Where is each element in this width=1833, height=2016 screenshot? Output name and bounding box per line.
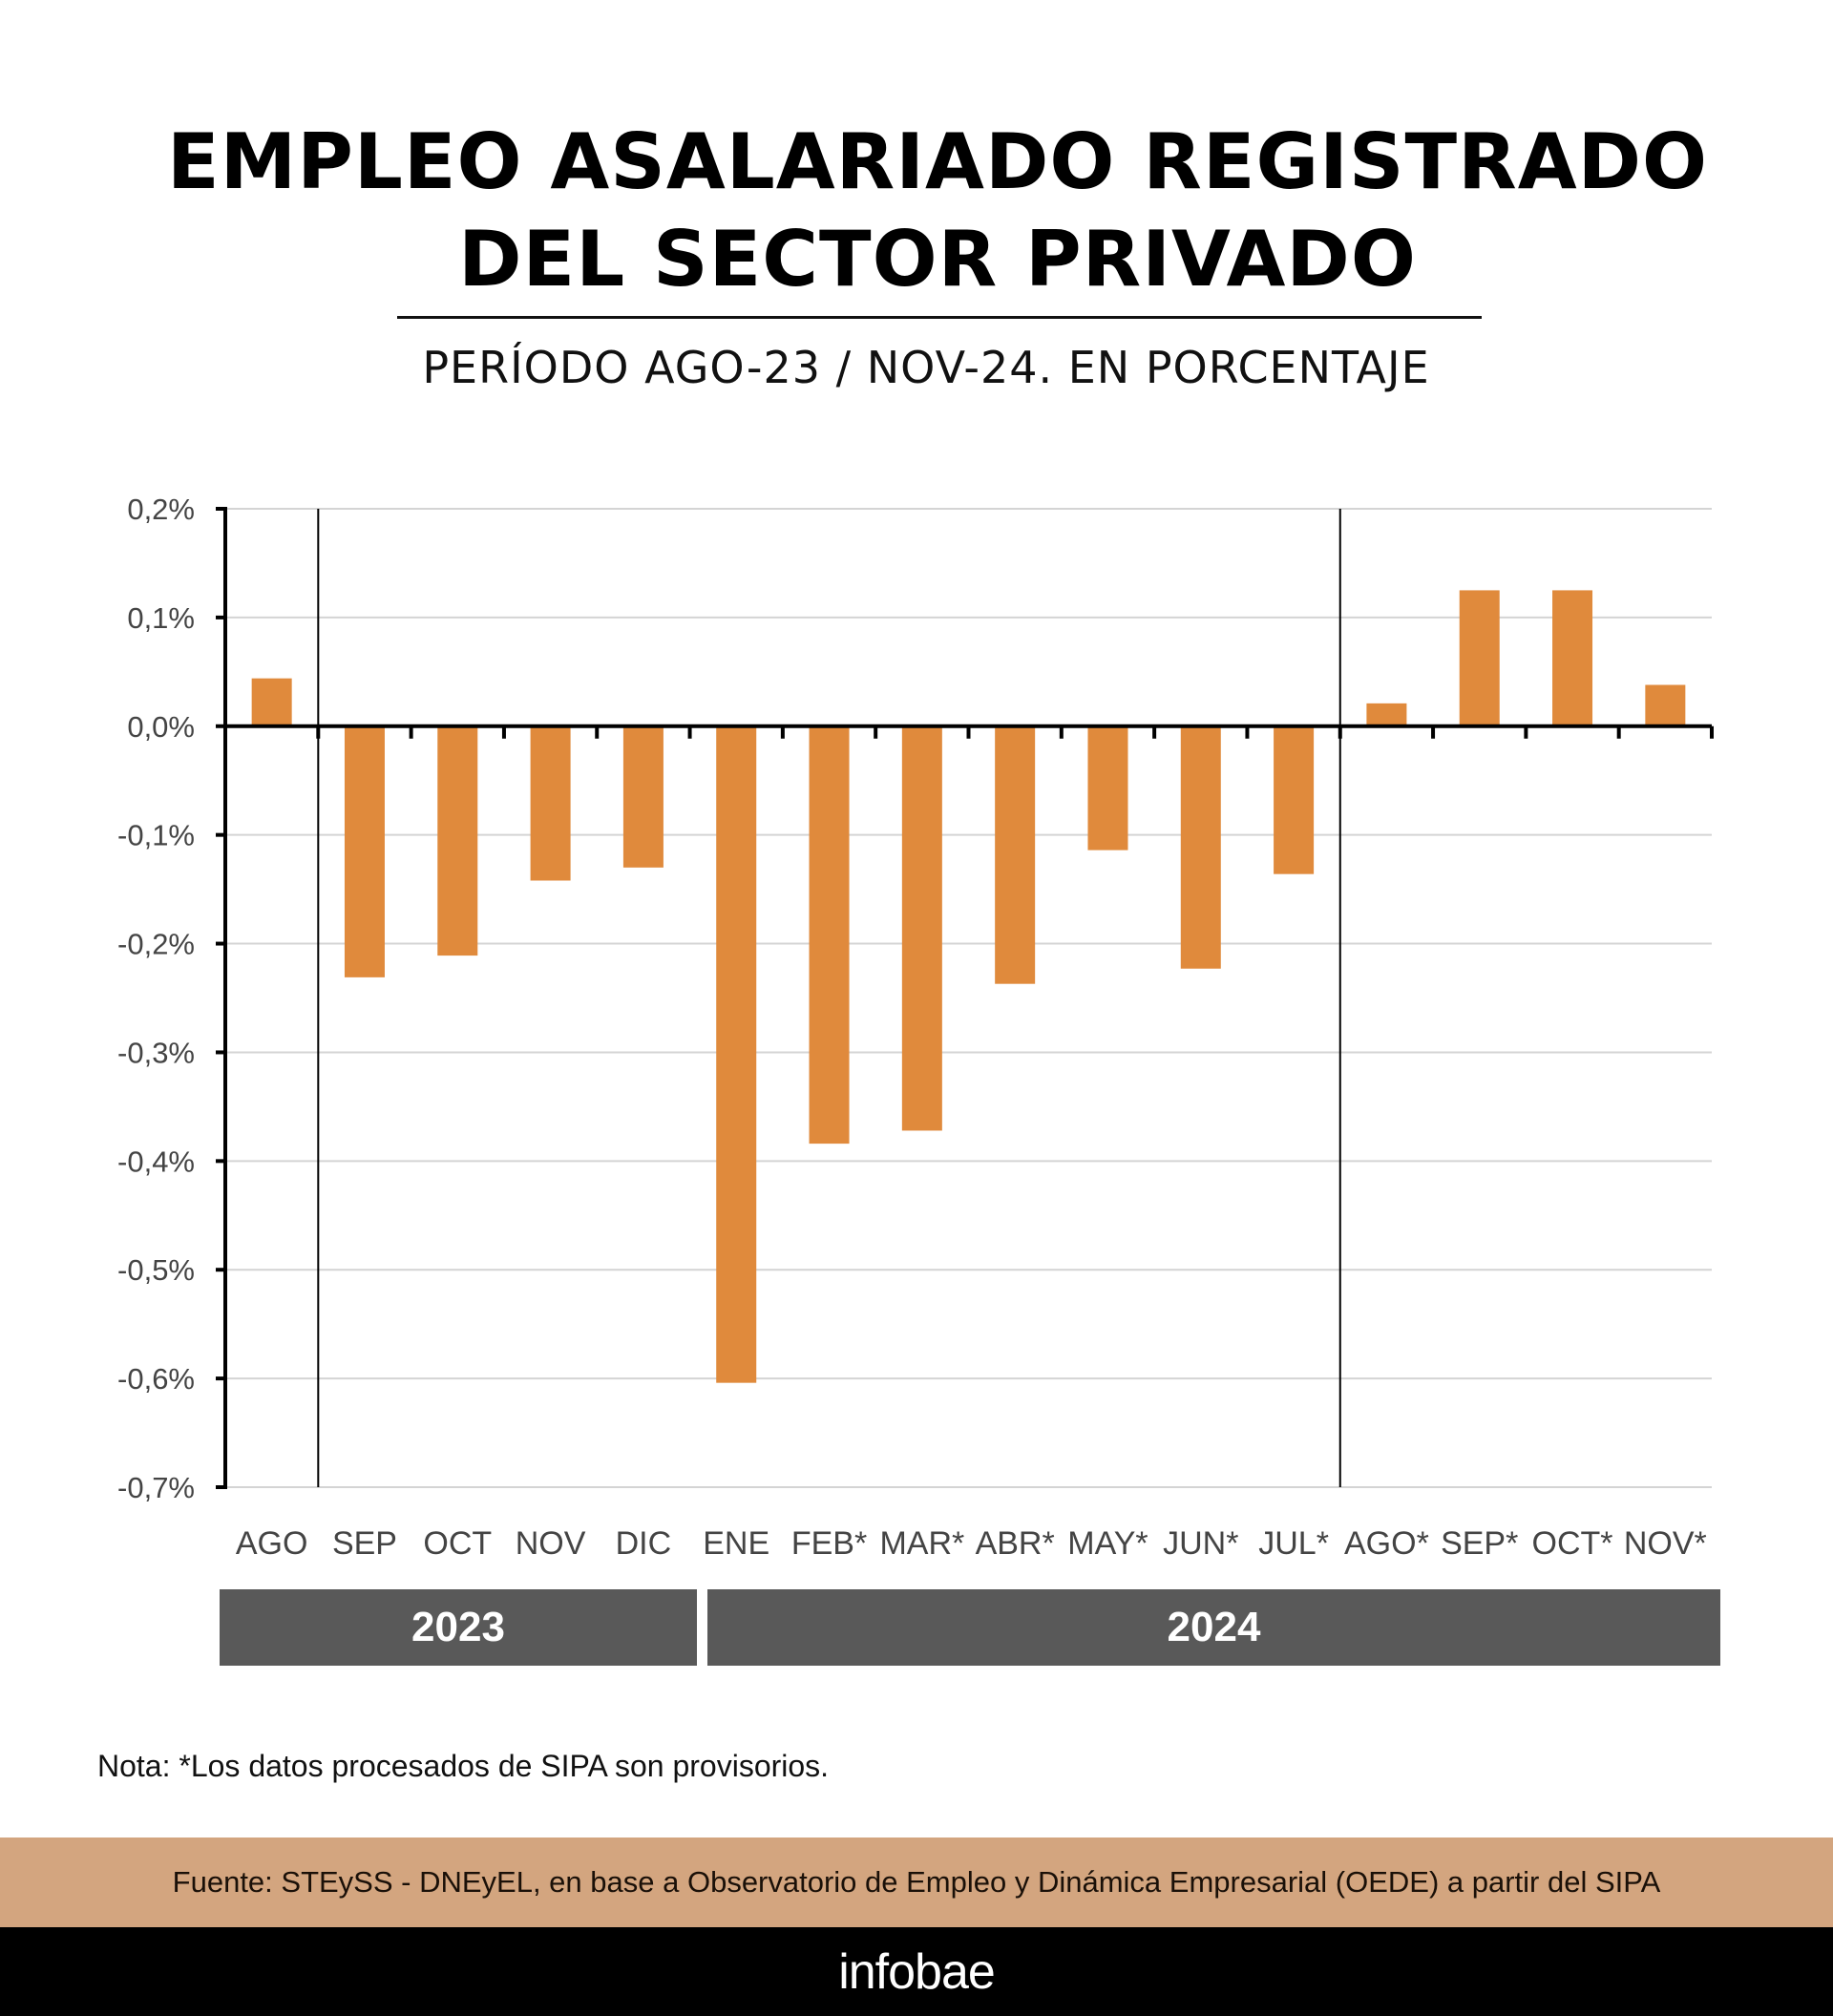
x-tick-label: SEP* [1441, 1525, 1518, 1562]
period-separators [317, 509, 1341, 1487]
bar-mar [901, 725, 942, 1131]
bar-ago [251, 678, 292, 726]
y-tick-label: 0,2% [127, 493, 195, 526]
bar-oct [1552, 590, 1593, 726]
y-tick-label: -0,6% [117, 1362, 195, 1396]
bar-sep [344, 725, 385, 977]
y-tick-label: 0,0% [127, 710, 195, 744]
bar-ago [1366, 703, 1407, 726]
chart-title-line1: EMPLEO ASALARIADO REGISTRADO [166, 117, 1709, 206]
bar-chart: 0,2% 0,1% 0,0% -0,1% -0,2% -0,3% -0,4% -0,5% -0,… [117, 493, 1714, 1562]
year-band-2024: 2024 [707, 1589, 1720, 1666]
y-tick-label: -0,4% [117, 1144, 195, 1178]
footnote: Nota: *Los datos procesados de SIPA son … [97, 1749, 830, 1783]
y-tick-label: -0,3% [117, 1036, 195, 1069]
bar-dic [622, 725, 664, 868]
x-tick-label: JUL* [1258, 1525, 1329, 1562]
x-tick-label: DIC [616, 1525, 672, 1562]
bar-ene [716, 725, 757, 1383]
source-band: Fuente: STEySS - DNEyEL, en base a Obser… [0, 1838, 1833, 1927]
x-tick-label: ABR* [976, 1525, 1055, 1562]
y-axis-ticks: 0,2% 0,1% 0,0% -0,1% -0,2% -0,3% -0,4% -0,5% -0,… [117, 493, 225, 1504]
x-tick-label: MAR* [879, 1525, 964, 1562]
x-tick-label: MAY* [1067, 1525, 1148, 1562]
chart-title-line2: DEL SECTOR PRIVADO [458, 215, 1417, 304]
x-tick-label: AGO [236, 1525, 308, 1562]
y-tick-label: -0,1% [117, 819, 195, 852]
bar-jul [1274, 725, 1315, 874]
x-tick-label: JUN* [1163, 1525, 1238, 1562]
bars [251, 590, 1686, 1383]
y-tick-label: 0,1% [127, 601, 195, 635]
y-tick-label: -0,5% [117, 1253, 195, 1287]
x-tick-label: FEB* [791, 1525, 867, 1562]
chart-subtitle: PERÍODO AGO-23 / NOV-24. EN PORCENTAJE [422, 342, 1430, 393]
y-tick-label: -0,2% [117, 928, 195, 961]
x-tick-label: AGO* [1344, 1525, 1429, 1562]
y-tick-label: -0,7% [117, 1471, 195, 1504]
x-tick-label: ENE [703, 1525, 769, 1562]
bar-nov [530, 725, 571, 881]
bar-nov [1645, 684, 1686, 726]
x-tick-label: OCT [423, 1525, 492, 1562]
x-tick-label: SEP [332, 1525, 397, 1562]
axes [223, 507, 1714, 1489]
bar-jun [1180, 725, 1221, 969]
brand-logo: infobae [838, 1943, 996, 2000]
title-divider [397, 316, 1482, 319]
year-label-2024: 2024 [1167, 1604, 1261, 1650]
bar-abr [995, 725, 1036, 984]
brand-band: infobae [0, 1927, 1833, 2016]
x-tick-label: OCT* [1532, 1525, 1613, 1562]
bar-may [1087, 725, 1128, 850]
x-tick-label: NOV* [1624, 1525, 1707, 1562]
x-axis-labels: AGO SEP OCT NOV DIC ENE FEB* MAR* ABR* MAY* JUN* JU… [236, 1525, 1707, 1562]
source-text: Fuente: STEySS - DNEyEL, en base a Obser… [172, 1865, 1661, 1899]
bar-oct [437, 725, 478, 956]
year-band-2023: 2023 [220, 1589, 697, 1666]
year-label-2023: 2023 [411, 1604, 505, 1650]
bar-sep [1459, 590, 1500, 726]
bar-feb [809, 725, 850, 1144]
x-tick-label: NOV [516, 1525, 586, 1562]
